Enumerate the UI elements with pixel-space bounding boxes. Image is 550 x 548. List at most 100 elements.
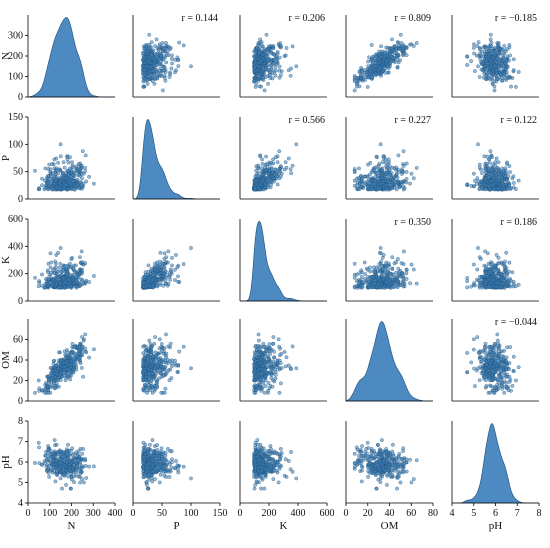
point-N-P — [168, 45, 173, 50]
point-OM-P — [141, 386, 146, 391]
point-P-OM — [396, 179, 401, 184]
point-OM-P — [150, 390, 155, 395]
point-N-OM — [381, 68, 386, 73]
point-K-P — [146, 269, 151, 274]
point-K-pH — [487, 284, 491, 289]
point-N-P — [169, 66, 174, 71]
point-P-N — [50, 179, 55, 184]
point-P-K — [258, 154, 263, 159]
point-N-pH — [496, 41, 501, 45]
point-P-K — [265, 177, 270, 182]
point-P-OM — [375, 185, 380, 190]
point-OM-K — [261, 341, 266, 346]
point-K-N — [66, 284, 71, 289]
point-OM-K — [277, 367, 282, 372]
point-K-pH — [492, 263, 497, 268]
point-K-OM — [395, 276, 399, 280]
point-P-pH — [490, 178, 495, 183]
point-OM-N — [65, 374, 70, 378]
point-OM-K — [258, 376, 263, 380]
point-K-P — [150, 277, 155, 282]
kde-K — [240, 221, 327, 302]
point-K-pH — [486, 261, 491, 266]
point-K-pH — [477, 255, 482, 260]
point-OM-K — [278, 346, 283, 351]
point-N-P — [157, 44, 162, 49]
point-P-N — [40, 183, 44, 188]
point-K-OM — [396, 266, 401, 271]
point-K-P — [173, 278, 177, 282]
point-N-OM — [370, 57, 375, 62]
point-OM-P — [149, 363, 154, 368]
point-P-OM — [368, 160, 373, 165]
point-OM-N — [75, 345, 79, 349]
point-K-pH — [475, 267, 480, 272]
point-N-pH — [490, 81, 495, 86]
point-K-pH — [465, 279, 470, 284]
kde-OM — [345, 321, 433, 402]
point-K-N — [59, 269, 63, 274]
point-P-pH — [488, 149, 493, 154]
point-OM-K — [254, 388, 259, 393]
point-P-pH — [487, 157, 491, 162]
point-OM-P — [153, 350, 158, 355]
point-P-OM — [404, 170, 409, 174]
point-N-K — [294, 64, 299, 69]
point-N-P — [150, 63, 155, 68]
point-OM-P — [148, 342, 153, 346]
point-P-K — [265, 162, 269, 166]
point-N-OM — [367, 55, 371, 60]
point-K-pH — [465, 276, 470, 280]
point-K-P — [176, 274, 180, 279]
point-N-P — [154, 37, 159, 42]
point-OM-N — [56, 376, 60, 380]
point-OM-N — [54, 381, 59, 385]
point-K-pH — [500, 273, 504, 277]
point-P-pH — [483, 177, 488, 182]
point-N-pH — [499, 71, 503, 76]
panel-N-OM: r = 0.809 — [345, 13, 433, 98]
point-N-P — [145, 81, 150, 86]
point-P-pH — [486, 167, 491, 171]
point-N-P — [143, 68, 148, 72]
point-N-P — [181, 43, 186, 48]
point-P-OM — [355, 183, 360, 188]
point-OM-N — [92, 347, 96, 352]
point-K-OM — [362, 260, 367, 265]
point-N-OM — [352, 88, 357, 93]
point-N-K — [277, 55, 282, 60]
point-OM-P — [147, 371, 151, 375]
point-K-OM — [390, 281, 394, 285]
point-P-K — [283, 160, 288, 165]
point-P-K — [273, 155, 278, 160]
point-OM-K — [252, 354, 257, 358]
point-P-OM — [394, 165, 399, 170]
point-N-P — [169, 57, 174, 61]
point-OM-N — [56, 384, 61, 389]
point-K-OM — [372, 281, 377, 286]
point-N-pH — [484, 59, 489, 63]
point-OM-P — [163, 386, 168, 391]
panel-OM-K — [239, 319, 327, 402]
point-K-OM — [378, 246, 383, 250]
point-N-OM — [399, 41, 404, 45]
point-K-pH — [483, 249, 487, 254]
point-OM-N — [80, 335, 84, 339]
point-OM-K — [286, 363, 291, 368]
point-N-OM — [377, 56, 382, 61]
point-OM-K — [267, 346, 271, 351]
point-P-OM — [384, 183, 389, 187]
point-N-K — [264, 32, 269, 37]
point-K-pH — [472, 262, 476, 267]
point-K-P — [153, 267, 157, 272]
point-K-OM — [386, 261, 391, 266]
point-OM-P — [176, 370, 180, 374]
point-N-K — [258, 72, 263, 76]
point-N-K — [267, 44, 271, 49]
point-K-pH — [491, 273, 496, 278]
point-OM-N — [58, 350, 62, 355]
point-OM-N — [66, 367, 71, 372]
point-K-N — [64, 269, 69, 274]
point-P-K — [260, 178, 265, 183]
